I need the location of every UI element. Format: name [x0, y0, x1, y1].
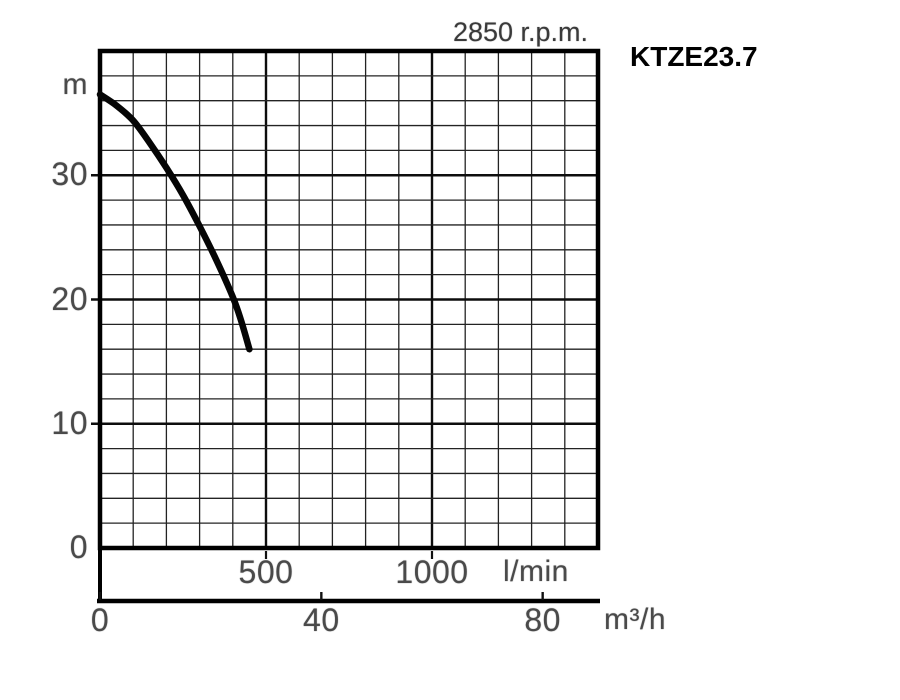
x-axis-m3h-tick-label: 80: [524, 602, 561, 638]
x-axis-m3h-tick-label: 0: [90, 602, 110, 638]
y-axis-unit-label: m: [62, 68, 88, 101]
x-axis-lmin-tick-label: 1000: [395, 554, 469, 590]
model-label: KTZE23.7: [630, 41, 758, 72]
head-flow-curve: [96, 91, 253, 353]
x-axis-lmin-unit-label: l/min: [503, 555, 569, 588]
y-axis-tick-label: 0: [69, 529, 88, 565]
x-axis-m3h-tick-label: 40: [303, 602, 340, 638]
rpm-title: 2850 r.p.m.: [452, 17, 589, 47]
plot-border: [97, 48, 601, 551]
x-axis-m3h-unit-label: m³/h: [604, 603, 666, 636]
x-axis-lmin-tick-label: 500: [238, 554, 294, 590]
y-axis-tick-label: 20: [51, 280, 88, 317]
y-axis-tick-label: 30: [51, 156, 88, 193]
y-axis-tick-label: 10: [51, 404, 88, 441]
